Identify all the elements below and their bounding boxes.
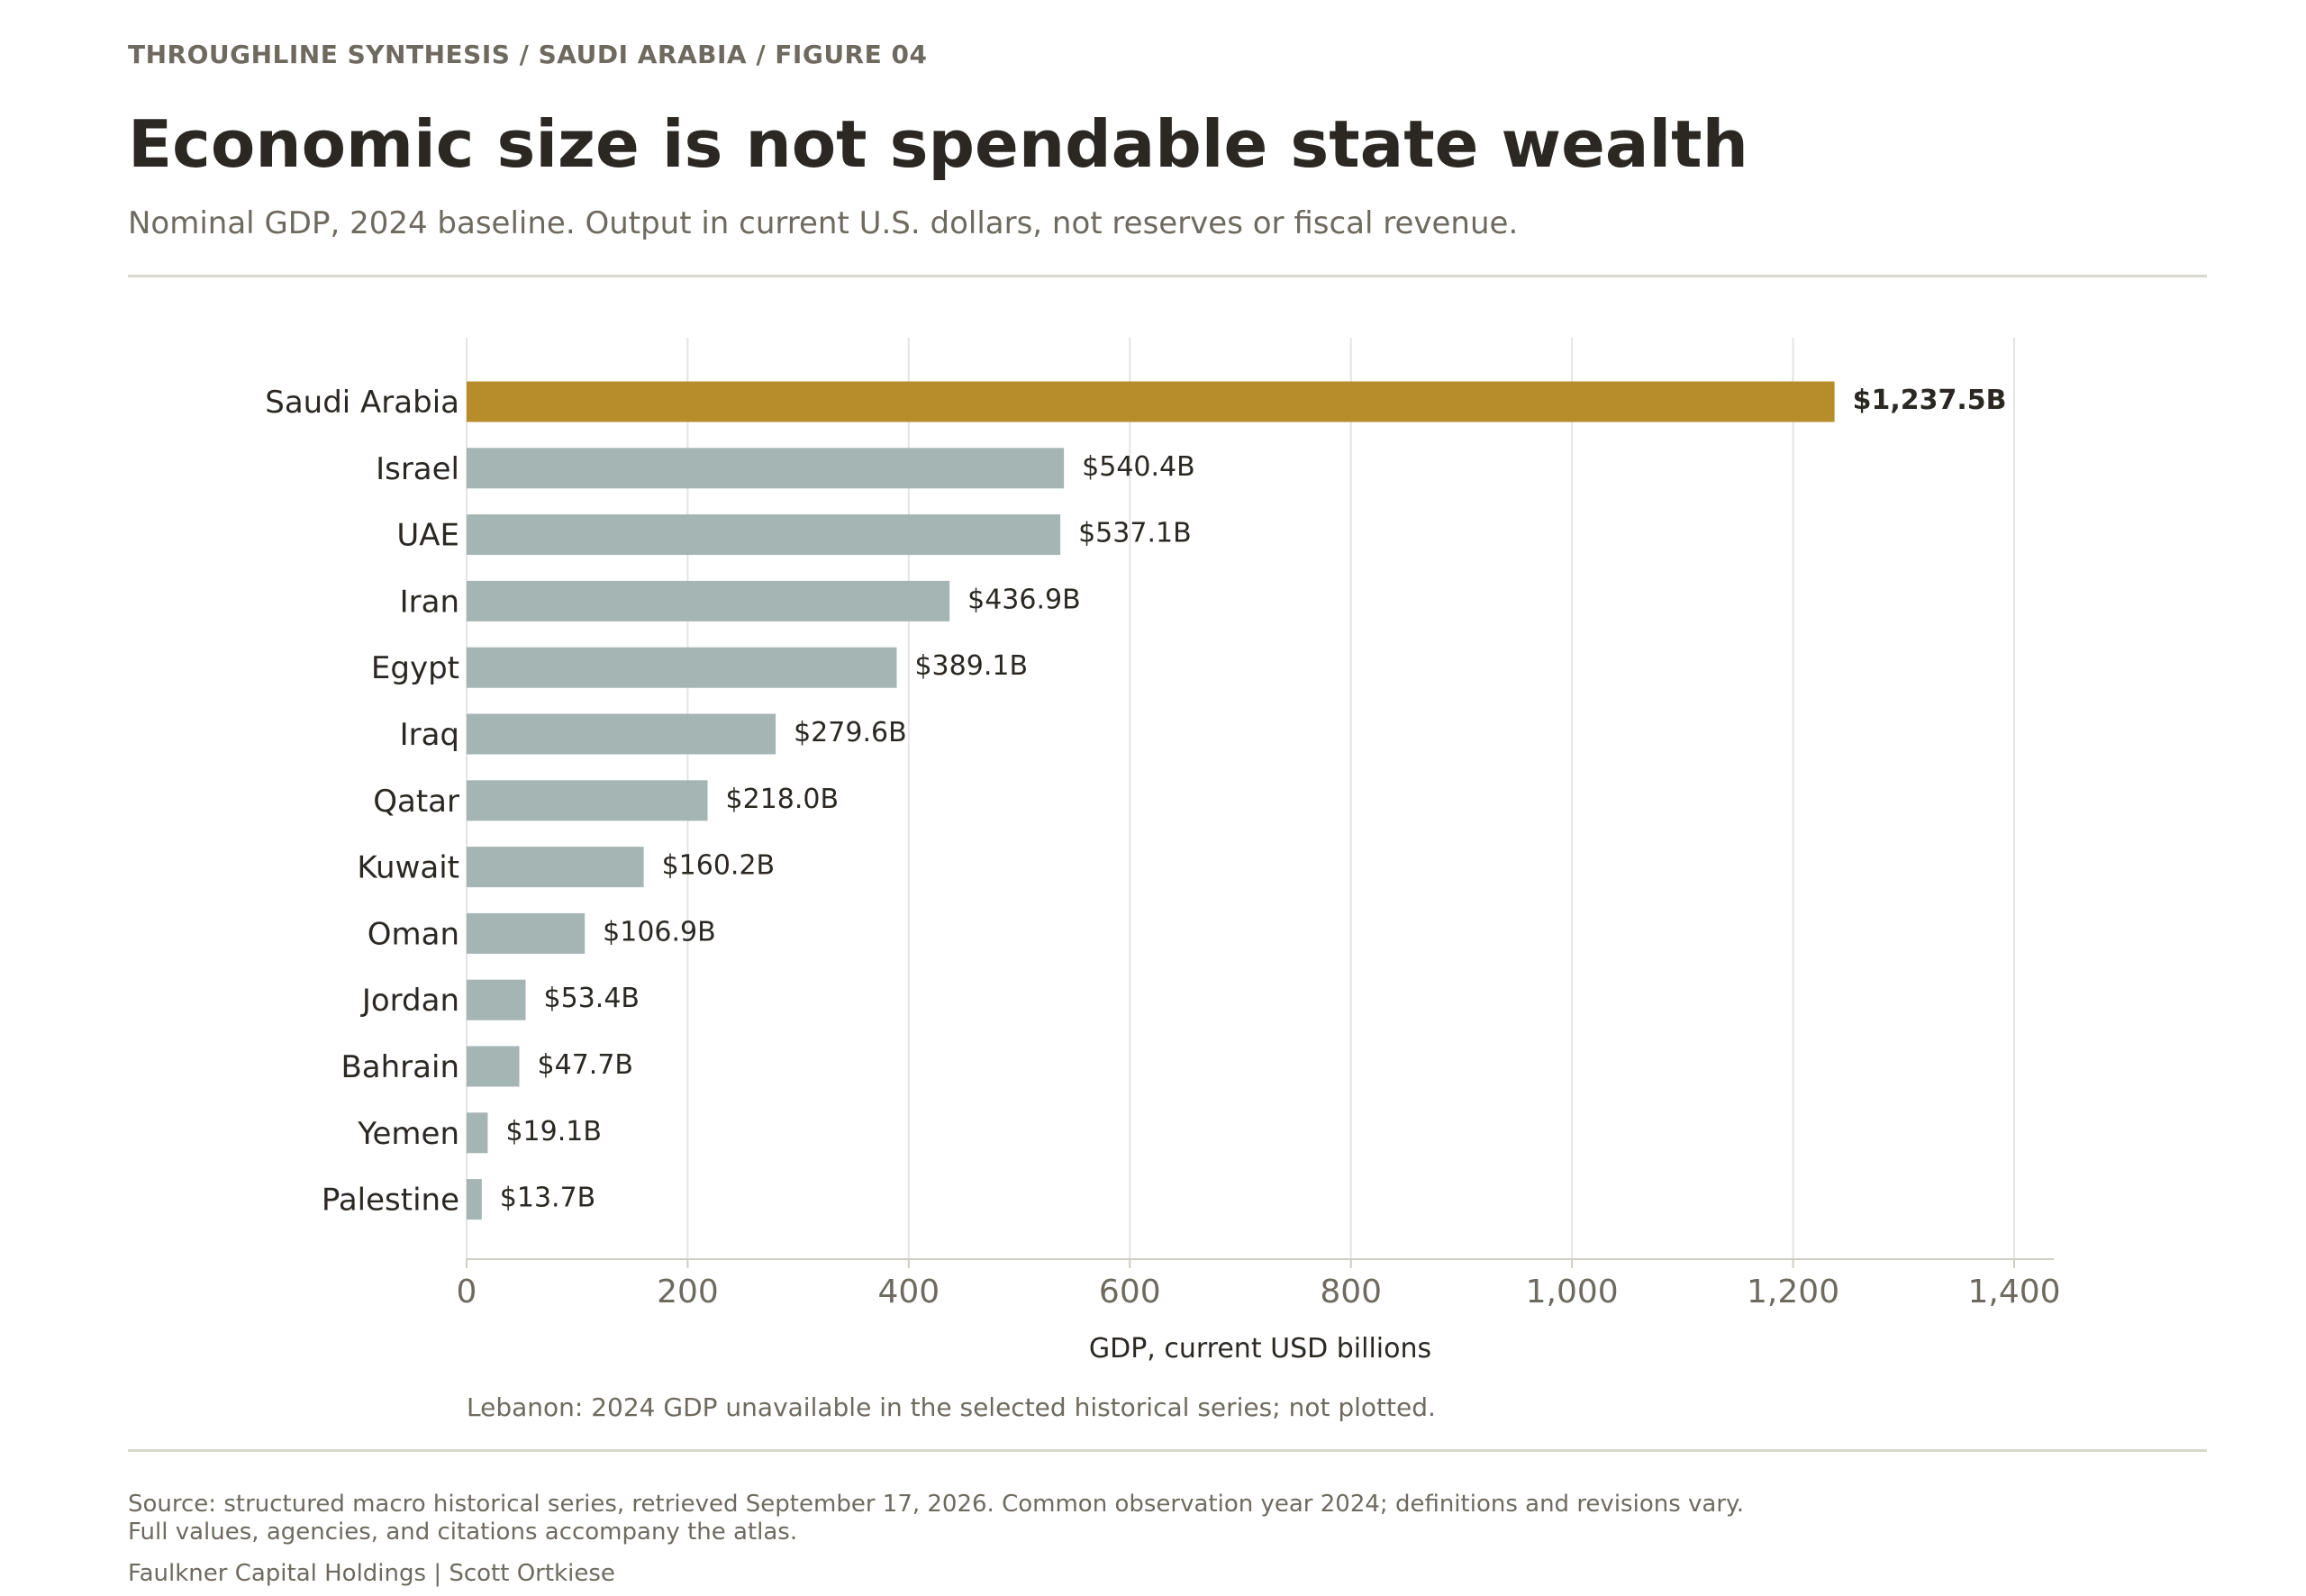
bar: [467, 514, 1061, 556]
category-label: Yemen: [357, 1116, 459, 1152]
category-label: Oman: [368, 916, 459, 952]
x-tick-label: 600: [1099, 1274, 1161, 1310]
value-label: $160.2B: [662, 850, 776, 882]
credit-line: Faulkner Capital Holdings | Scott Ortkie…: [128, 1560, 615, 1587]
bottom-divider: [128, 1449, 2207, 1452]
category-label: Kuwait: [357, 850, 459, 886]
figure-kicker: THROUGHLINE SYNTHESIS / SAUDI ARABIA / F…: [128, 40, 928, 69]
bar: [467, 580, 950, 621]
bar: [467, 780, 708, 821]
source-note: Source: structured macro historical seri…: [128, 1491, 1744, 1546]
value-label: $537.1B: [1078, 518, 1192, 549]
bar: [467, 448, 1065, 489]
bar: [467, 647, 897, 688]
value-label: $436.9B: [967, 584, 1081, 615]
category-label: Bahrain: [340, 1049, 459, 1085]
category-label: Iran: [400, 584, 459, 620]
x-tick-label: 400: [877, 1274, 940, 1310]
category-label: Saudi Arabia: [265, 385, 459, 421]
value-label: $540.4B: [1082, 451, 1195, 483]
bar: [467, 1112, 488, 1154]
value-label: $389.1B: [914, 650, 1028, 682]
source-line-2: Full values, agencies, and citations acc…: [128, 1519, 798, 1546]
x-tick-label: 800: [1320, 1274, 1382, 1310]
x-tick-label: 0: [457, 1274, 477, 1310]
value-label: $1,237.5B: [1853, 385, 2007, 416]
value-label: $19.1B: [505, 1116, 601, 1147]
x-tick-label: 200: [657, 1274, 719, 1310]
category-label: Palestine: [322, 1183, 459, 1219]
category-label: Qatar: [373, 784, 459, 820]
value-label: $13.7B: [500, 1183, 595, 1214]
category-label: Iraq: [400, 717, 459, 753]
page-title: Economic size is not spendable state wea…: [128, 106, 1748, 182]
x-axis-title: GDP, current USD billions: [1089, 1333, 1431, 1365]
bar: [467, 912, 586, 954]
category-label: Israel: [376, 451, 459, 487]
value-label: $218.0B: [726, 784, 840, 815]
bar: [467, 1179, 482, 1220]
x-tick-label: 1,200: [1747, 1274, 1839, 1310]
x-tick-label: 1,400: [1967, 1274, 2060, 1310]
chart-note: Lebanon: 2024 GDP unavailable in the sel…: [467, 1392, 1436, 1422]
category-label: Egypt: [371, 650, 459, 686]
bar: [467, 381, 1835, 422]
value-label: $53.4B: [544, 983, 640, 1014]
top-divider: [128, 275, 2207, 277]
value-label: $279.6B: [794, 717, 907, 748]
page-subtitle: Nominal GDP, 2024 baseline. Output in cu…: [128, 205, 1519, 241]
category-label: UAE: [396, 518, 459, 554]
bar: [467, 1046, 520, 1087]
bar: [467, 979, 526, 1020]
bar: [467, 847, 644, 888]
source-line-1: Source: structured macro historical seri…: [128, 1491, 1744, 1518]
category-label: Jordan: [360, 983, 459, 1019]
value-label: $106.9B: [603, 916, 716, 948]
x-tick-label: 1,000: [1526, 1274, 1619, 1310]
bar: [467, 713, 776, 755]
value-label: $47.7B: [538, 1049, 633, 1081]
